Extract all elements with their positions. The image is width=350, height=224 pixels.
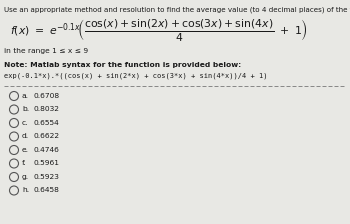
Text: Use an appropriate method and resolution to find the average value (to 4 decimal: Use an appropriate method and resolution… <box>4 6 350 13</box>
Text: e.: e. <box>22 146 29 153</box>
Text: Note: Matlab syntax for the function is provided below:: Note: Matlab syntax for the function is … <box>4 62 241 68</box>
Text: 0.4746: 0.4746 <box>34 146 60 153</box>
Text: $f(x)\ =\ e^{-0.1x}\!\left(\dfrac{\mathrm{cos}(x)+\mathrm{sin}(2x)+\mathrm{cos}(: $f(x)\ =\ e^{-0.1x}\!\left(\dfrac{\mathr… <box>10 18 308 44</box>
Text: d.: d. <box>22 133 29 139</box>
Text: g.: g. <box>22 174 29 179</box>
Text: 0.6458: 0.6458 <box>34 187 60 193</box>
Text: 0.6708: 0.6708 <box>34 93 60 99</box>
Text: in the range 1 ≤ x ≤ 9: in the range 1 ≤ x ≤ 9 <box>4 48 88 54</box>
Text: 0.5923: 0.5923 <box>34 174 60 179</box>
Text: f.: f. <box>22 160 27 166</box>
Text: 0.8032: 0.8032 <box>34 106 60 112</box>
Text: 0.6622: 0.6622 <box>34 133 60 139</box>
Text: c.: c. <box>22 119 28 125</box>
Text: 0.6554: 0.6554 <box>34 119 60 125</box>
Text: b.: b. <box>22 106 29 112</box>
Text: 0.5961: 0.5961 <box>34 160 60 166</box>
Text: h.: h. <box>22 187 29 193</box>
Text: exp(-0.1*x).*((cos(x) + sin(2*x) + cos(3*x) + sin(4*x))/4 + 1): exp(-0.1*x).*((cos(x) + sin(2*x) + cos(3… <box>4 72 267 78</box>
Text: a.: a. <box>22 93 29 99</box>
